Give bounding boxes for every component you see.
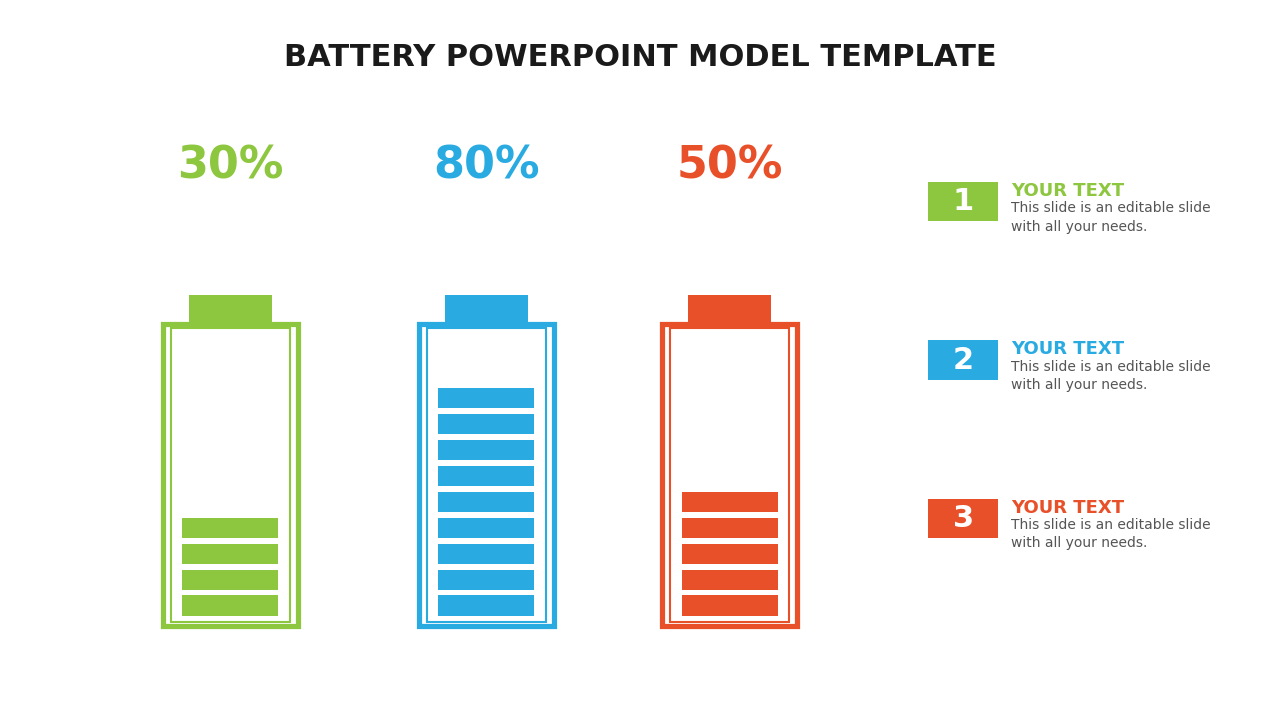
Bar — [681, 518, 777, 538]
FancyBboxPatch shape — [420, 324, 554, 626]
Bar — [681, 544, 777, 564]
Bar — [438, 492, 535, 512]
Text: This slide is an editable slide
with all your needs.: This slide is an editable slide with all… — [1011, 360, 1211, 392]
Bar — [681, 595, 777, 616]
Text: YOUR TEXT: YOUR TEXT — [1011, 498, 1124, 517]
Text: YOUR TEXT: YOUR TEXT — [1011, 182, 1124, 200]
Bar — [438, 544, 535, 564]
FancyBboxPatch shape — [671, 328, 788, 622]
Text: 2: 2 — [952, 346, 974, 374]
Text: This slide is an editable slide
with all your needs.: This slide is an editable slide with all… — [1011, 518, 1211, 551]
Text: 80%: 80% — [433, 144, 540, 187]
FancyBboxPatch shape — [663, 324, 796, 626]
Bar — [182, 570, 279, 590]
Text: This slide is an editable slide
with all your needs.: This slide is an editable slide with all… — [1011, 202, 1211, 234]
Text: 50%: 50% — [676, 144, 783, 187]
Bar — [182, 544, 279, 564]
Bar — [438, 466, 535, 486]
FancyBboxPatch shape — [172, 328, 291, 622]
Text: 1: 1 — [952, 187, 974, 216]
Bar — [438, 440, 535, 460]
FancyBboxPatch shape — [428, 328, 545, 622]
Text: YOUR TEXT: YOUR TEXT — [1011, 341, 1124, 359]
FancyBboxPatch shape — [164, 324, 297, 626]
Bar — [438, 518, 535, 538]
Bar — [438, 595, 535, 616]
Bar — [182, 595, 279, 616]
Text: BATTERY POWERPOINT MODEL TEMPLATE: BATTERY POWERPOINT MODEL TEMPLATE — [284, 43, 996, 72]
Bar — [681, 492, 777, 512]
Bar — [438, 570, 535, 590]
Text: 30%: 30% — [177, 144, 284, 187]
Text: 3: 3 — [952, 504, 974, 533]
FancyBboxPatch shape — [189, 295, 273, 324]
FancyBboxPatch shape — [928, 182, 998, 222]
Bar — [182, 518, 279, 538]
Bar — [681, 570, 777, 590]
FancyBboxPatch shape — [445, 295, 529, 324]
Bar — [438, 414, 535, 434]
FancyBboxPatch shape — [928, 341, 998, 380]
Bar — [438, 388, 535, 408]
FancyBboxPatch shape — [928, 499, 998, 539]
FancyBboxPatch shape — [689, 295, 771, 324]
